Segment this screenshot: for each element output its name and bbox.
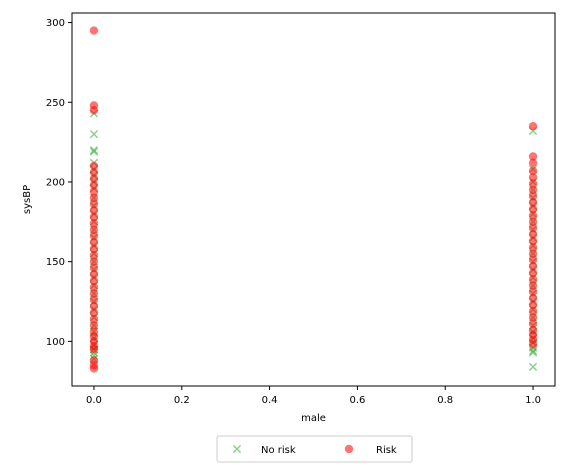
data-point bbox=[528, 230, 538, 239]
data-point bbox=[89, 257, 99, 266]
data-point bbox=[528, 198, 538, 207]
x-tick-label: 0.4 bbox=[262, 395, 278, 406]
data-point bbox=[89, 130, 99, 139]
data-point bbox=[89, 225, 99, 234]
data-point bbox=[528, 185, 538, 195]
data-point bbox=[89, 276, 99, 285]
data-point bbox=[89, 302, 99, 311]
x-tick-label: 0.2 bbox=[174, 395, 190, 406]
plot-area bbox=[89, 26, 538, 373]
data-point bbox=[89, 26, 99, 35]
data-point bbox=[528, 192, 538, 201]
data-point bbox=[528, 313, 538, 322]
y-tick-label: 150 bbox=[46, 257, 65, 268]
data-point bbox=[528, 223, 538, 233]
data-point bbox=[528, 172, 538, 182]
data-point bbox=[89, 187, 99, 196]
legend-marker-no-risk bbox=[232, 444, 242, 454]
data-point bbox=[528, 319, 538, 329]
series-risk bbox=[89, 26, 538, 373]
data-point bbox=[528, 348, 538, 357]
data-point bbox=[528, 340, 538, 349]
data-point bbox=[89, 364, 99, 373]
x-tick-label: 1.0 bbox=[525, 395, 541, 406]
data-point bbox=[89, 193, 99, 203]
data-point bbox=[528, 287, 538, 297]
data-point bbox=[89, 244, 99, 254]
data-point bbox=[528, 300, 538, 309]
data-point bbox=[528, 211, 538, 220]
x-tick-label: 0.0 bbox=[86, 395, 102, 406]
y-tick-label: 250 bbox=[46, 98, 65, 109]
y-tick-label: 100 bbox=[46, 337, 65, 348]
legend: No risk Risk bbox=[216, 435, 413, 463]
data-point bbox=[528, 255, 538, 265]
data-point bbox=[528, 158, 538, 168]
data-point bbox=[89, 168, 99, 177]
data-point bbox=[89, 161, 99, 171]
legend-frame bbox=[216, 435, 413, 463]
x-tick-label: 0.6 bbox=[349, 395, 365, 406]
data-point bbox=[89, 147, 99, 156]
data-point bbox=[528, 346, 538, 356]
data-point bbox=[528, 275, 538, 284]
data-point bbox=[89, 295, 99, 305]
data-point bbox=[89, 219, 99, 228]
axes: 0.0 0.2 0.4 0.6 0.8 1.0 100 150 200 250 300 bbox=[46, 12, 556, 406]
y-axis-label: sysBP bbox=[22, 185, 33, 214]
data-point bbox=[89, 308, 99, 317]
data-point bbox=[89, 174, 99, 183]
data-point bbox=[528, 281, 538, 290]
data-point bbox=[528, 306, 538, 316]
data-point bbox=[528, 249, 538, 258]
data-point bbox=[528, 121, 538, 131]
data-point bbox=[528, 268, 538, 278]
data-point bbox=[89, 238, 99, 247]
data-point bbox=[89, 231, 99, 241]
data-point bbox=[528, 166, 538, 176]
y-tick-label: 300 bbox=[46, 18, 65, 29]
legend-label-risk: Risk bbox=[376, 445, 397, 456]
data-point bbox=[528, 262, 538, 271]
data-point bbox=[89, 106, 99, 115]
legend-label-no-risk: No risk bbox=[261, 445, 296, 456]
data-point bbox=[528, 152, 538, 161]
y-tick-label: 200 bbox=[46, 177, 65, 188]
data-point bbox=[89, 145, 99, 155]
data-point bbox=[89, 180, 99, 190]
data-point bbox=[528, 236, 538, 246]
data-point bbox=[89, 289, 99, 298]
x-axis-label: male bbox=[301, 413, 326, 424]
data-point bbox=[89, 282, 99, 292]
data-point bbox=[528, 179, 538, 188]
data-point bbox=[89, 345, 99, 354]
data-point bbox=[89, 200, 99, 209]
data-point bbox=[528, 243, 538, 252]
data-point bbox=[89, 321, 99, 330]
data-point bbox=[89, 251, 99, 260]
data-point bbox=[528, 204, 538, 214]
data-point bbox=[89, 212, 99, 222]
data-point bbox=[89, 263, 99, 273]
legend-marker-risk bbox=[344, 444, 354, 454]
data-point bbox=[528, 217, 538, 227]
series-no-risk bbox=[89, 109, 538, 371]
x-tick-label: 0.8 bbox=[437, 395, 453, 406]
data-point bbox=[89, 270, 99, 279]
data-point bbox=[89, 206, 99, 215]
data-point bbox=[89, 314, 99, 324]
data-point bbox=[528, 362, 538, 371]
axes-frame bbox=[71, 12, 556, 387]
data-point bbox=[528, 294, 538, 303]
